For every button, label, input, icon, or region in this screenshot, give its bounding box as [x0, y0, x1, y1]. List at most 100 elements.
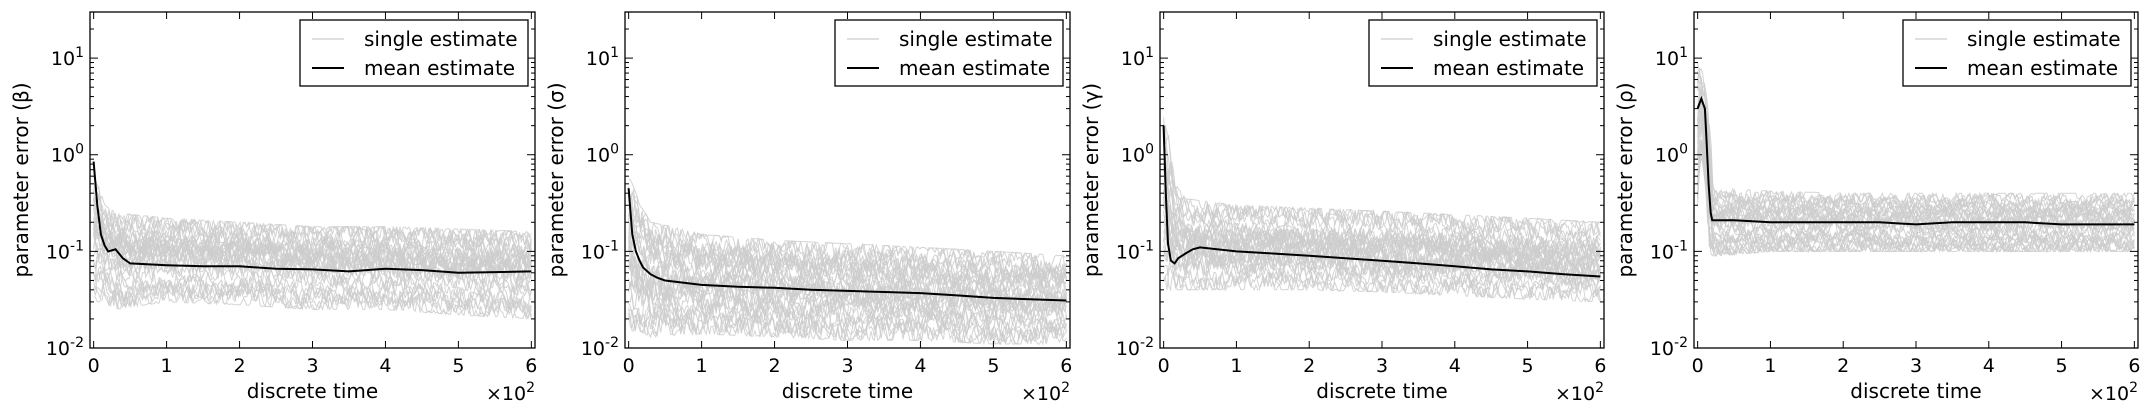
x-tick-label: 2: [769, 355, 781, 377]
legend-box: [299, 19, 529, 87]
single-estimate-line: [628, 306, 1067, 346]
x-axis-multiplier: ×102: [1021, 380, 1070, 405]
x-axis-label: discrete time: [782, 379, 913, 403]
legend-label-mean-estimate: mean estimate: [364, 56, 515, 80]
single-estimate-line: [1163, 140, 1601, 250]
y-tick-label: 100: [51, 142, 84, 167]
x-axis-multiplier: ×102: [1555, 380, 1604, 405]
single-estimate-line: [1697, 73, 2135, 220]
x-tick-label: 0: [1692, 355, 1704, 377]
y-axis-label: parameter error (γ): [1079, 83, 1103, 277]
single-estimate-line: [628, 262, 1067, 329]
y-tick-label: 101: [1655, 45, 1688, 70]
x-tick-label: 5: [987, 355, 999, 377]
x-tick-label: 0: [1158, 355, 1170, 377]
single-estimate-line: [1163, 212, 1601, 289]
x-tick-label: 6: [1594, 355, 1606, 377]
single-estimate-line: [1163, 245, 1601, 301]
single-estimate-line: [1163, 264, 1601, 303]
y-axis-label: parameter error (ρ): [1613, 82, 1637, 277]
x-axis-label: discrete time: [1316, 379, 1447, 403]
single-estimate-line: [1697, 81, 2135, 217]
x-tick-label: 1: [1764, 355, 1776, 377]
single-estimate-line: [1697, 62, 2135, 212]
x-tick-label: 4: [1449, 355, 1461, 377]
mean-estimate-line: [1696, 95, 2135, 226]
single-estimate-line: [628, 222, 1067, 304]
x-tick-label: 5: [1522, 355, 1534, 377]
x-tick-label: 0: [88, 355, 100, 377]
y-axis-label: parameter error (σ): [544, 83, 568, 278]
x-tick-label: 5: [2056, 355, 2068, 377]
x-tick-label: 0: [623, 355, 635, 377]
legend: single estimate mean estimate: [299, 19, 529, 87]
single-estimate-line: [93, 194, 532, 251]
plot-area: [1696, 62, 2135, 258]
y-tick-label: 100: [1655, 142, 1688, 167]
single-estimate-line: [1163, 142, 1601, 244]
plot-area: [627, 178, 1067, 346]
x-tick-label: 1: [1230, 355, 1242, 377]
y-tick-label: 10-1: [581, 238, 619, 263]
single-estimate-line: [93, 259, 532, 304]
x-tick-label: 3: [841, 355, 853, 377]
legend-box: [1368, 19, 1598, 87]
single-estimate-line: [1697, 72, 2135, 212]
mean-estimate-line: [1162, 125, 1601, 278]
y-tick-label: 10-2: [46, 335, 84, 360]
x-axis-label: discrete time: [1850, 379, 1981, 403]
single-estimate-line: [93, 197, 532, 259]
y-tick-label: 10-2: [1116, 335, 1154, 360]
single-estimate-line: [628, 302, 1067, 344]
x-tick-label: 3: [306, 355, 318, 377]
x-axis-label: discrete time: [247, 379, 378, 403]
single-estimate-line: [1163, 196, 1601, 280]
x-axis-multiplier: ×102: [2089, 380, 2138, 405]
x-tick-label: 4: [914, 355, 926, 377]
x-tick-label: 2: [1837, 355, 1849, 377]
single-estimate-line: [628, 249, 1067, 322]
single-estimate-traces: [1163, 117, 1601, 303]
mean-estimate-line: [627, 188, 1067, 302]
single-estimate-line: [93, 215, 532, 279]
legend: single estimate mean estimate: [834, 19, 1064, 87]
single-estimate-traces: [1697, 62, 2135, 258]
single-estimate-line: [93, 247, 532, 297]
y-tick-label: 10-1: [46, 238, 84, 263]
plot-area: [1162, 117, 1601, 303]
legend-label-mean-estimate: mean estimate: [1433, 56, 1584, 80]
x-tick-label: 2: [234, 355, 246, 377]
single-estimate-line: [93, 214, 532, 274]
chart-panel-3: 0 1 2 3 4 5 6 10-2 10-1 100 101 discrete time parame…: [1079, 11, 1606, 405]
y-tick-label: 10-1: [1650, 238, 1688, 263]
single-estimate-line: [93, 197, 532, 266]
legend-label-single-estimate: single estimate: [899, 27, 1053, 51]
x-tick-label: 1: [161, 355, 173, 377]
chart-panel-2: 0 1 2 3 4 5 6 10-2 10-1 100 101 discrete time parame…: [544, 11, 1072, 405]
single-estimate-line: [628, 178, 1067, 275]
single-estimate-traces: [93, 175, 532, 321]
single-estimate-line: [628, 212, 1067, 299]
y-tick-label: 101: [1121, 45, 1154, 70]
single-estimate-line: [628, 195, 1067, 277]
single-estimate-line: [93, 271, 532, 321]
legend-label-single-estimate: single estimate: [1967, 27, 2121, 51]
single-estimate-line: [1697, 67, 2135, 215]
y-tick-label: 10-2: [581, 335, 619, 360]
chart-panel-4: 0 1 2 3 4 5 6 10-2 10-1 100 101 discrete time parame…: [1613, 11, 2140, 405]
single-estimate-line: [1163, 117, 1601, 241]
single-estimate-line: [1697, 96, 2135, 224]
single-estimate-line: [93, 250, 532, 309]
y-tick-label: 100: [586, 142, 619, 167]
x-tick-label: 5: [452, 355, 464, 377]
x-tick-label: 6: [1060, 355, 1072, 377]
x-tick-label: 4: [1983, 355, 1995, 377]
x-tick-label: 3: [1376, 355, 1388, 377]
legend-label-mean-estimate: mean estimate: [1967, 56, 2118, 80]
x-axis-multiplier: ×102: [486, 380, 535, 405]
single-estimate-line: [93, 175, 532, 252]
x-tick-label: 2: [1303, 355, 1315, 377]
single-estimate-line: [93, 187, 532, 254]
